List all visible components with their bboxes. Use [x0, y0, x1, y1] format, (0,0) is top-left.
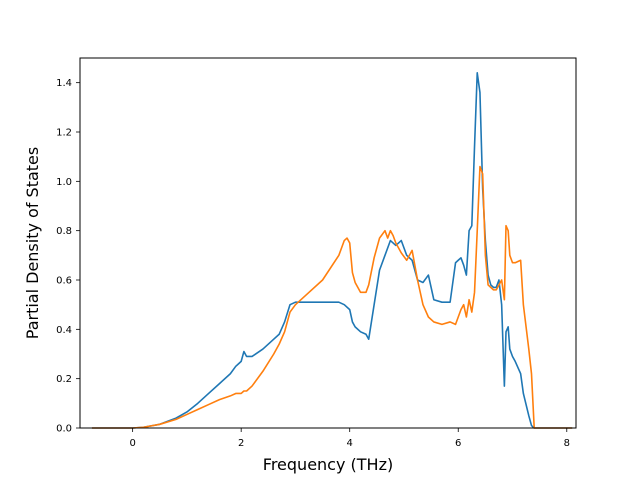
y-tick-label: 0.8: [56, 226, 72, 237]
y-axis-label: Partial Density of States: [23, 147, 42, 339]
y-tick-label: 1.0: [56, 177, 72, 188]
x-axis-label: Frequency (THz): [263, 455, 393, 474]
y-tick-label: 0.6: [56, 276, 72, 287]
x-axis-ticks: 0 2 4 6 8: [129, 428, 570, 449]
series-layer: [91, 72, 573, 429]
y-tick-label: 1.2: [56, 128, 72, 139]
x-tick-label: 2: [238, 438, 244, 449]
y-tick-label: 0.0: [56, 424, 72, 435]
y-tick-label: 0.2: [56, 374, 72, 385]
y-tick-label: 1.4: [56, 78, 72, 89]
x-tick-label: 4: [347, 438, 353, 449]
y-axis-ticks: 0.0 0.2 0.4 0.6 0.8 1.0 1.2 1.4: [56, 78, 80, 435]
y-tick-label: 0.4: [56, 325, 72, 336]
x-tick-label: 6: [455, 438, 461, 449]
x-tick-label: 0: [129, 438, 135, 449]
series-line-1: [91, 72, 573, 429]
plot-frame: [79, 57, 577, 429]
x-tick-label: 8: [564, 438, 570, 449]
series-line-2: [91, 165, 573, 429]
